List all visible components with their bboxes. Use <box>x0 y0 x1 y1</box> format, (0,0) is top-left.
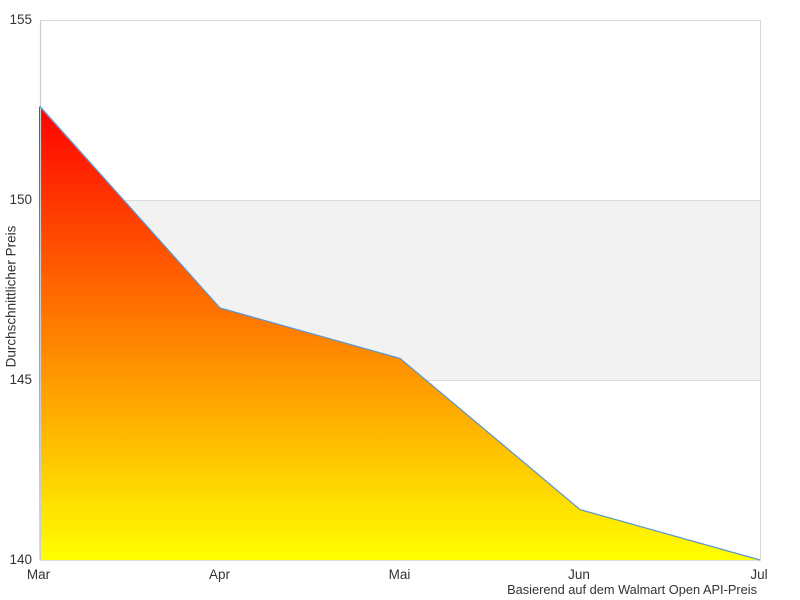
svg-text:140: 140 <box>9 552 32 567</box>
svg-text:Mai: Mai <box>389 567 411 582</box>
svg-text:145: 145 <box>9 372 32 387</box>
svg-text:Mar: Mar <box>27 567 51 582</box>
svg-text:Durchschnittlicher Preis: Durchschnittlicher Preis <box>4 225 19 367</box>
svg-text:Jun: Jun <box>568 567 590 582</box>
svg-text:Apr: Apr <box>209 567 231 582</box>
svg-text:150: 150 <box>9 192 32 207</box>
svg-text:Jul: Jul <box>750 567 767 582</box>
svg-text:Basierend auf dem Walmart Open: Basierend auf dem Walmart Open API-Preis <box>507 582 757 597</box>
svg-text:155: 155 <box>9 12 32 27</box>
